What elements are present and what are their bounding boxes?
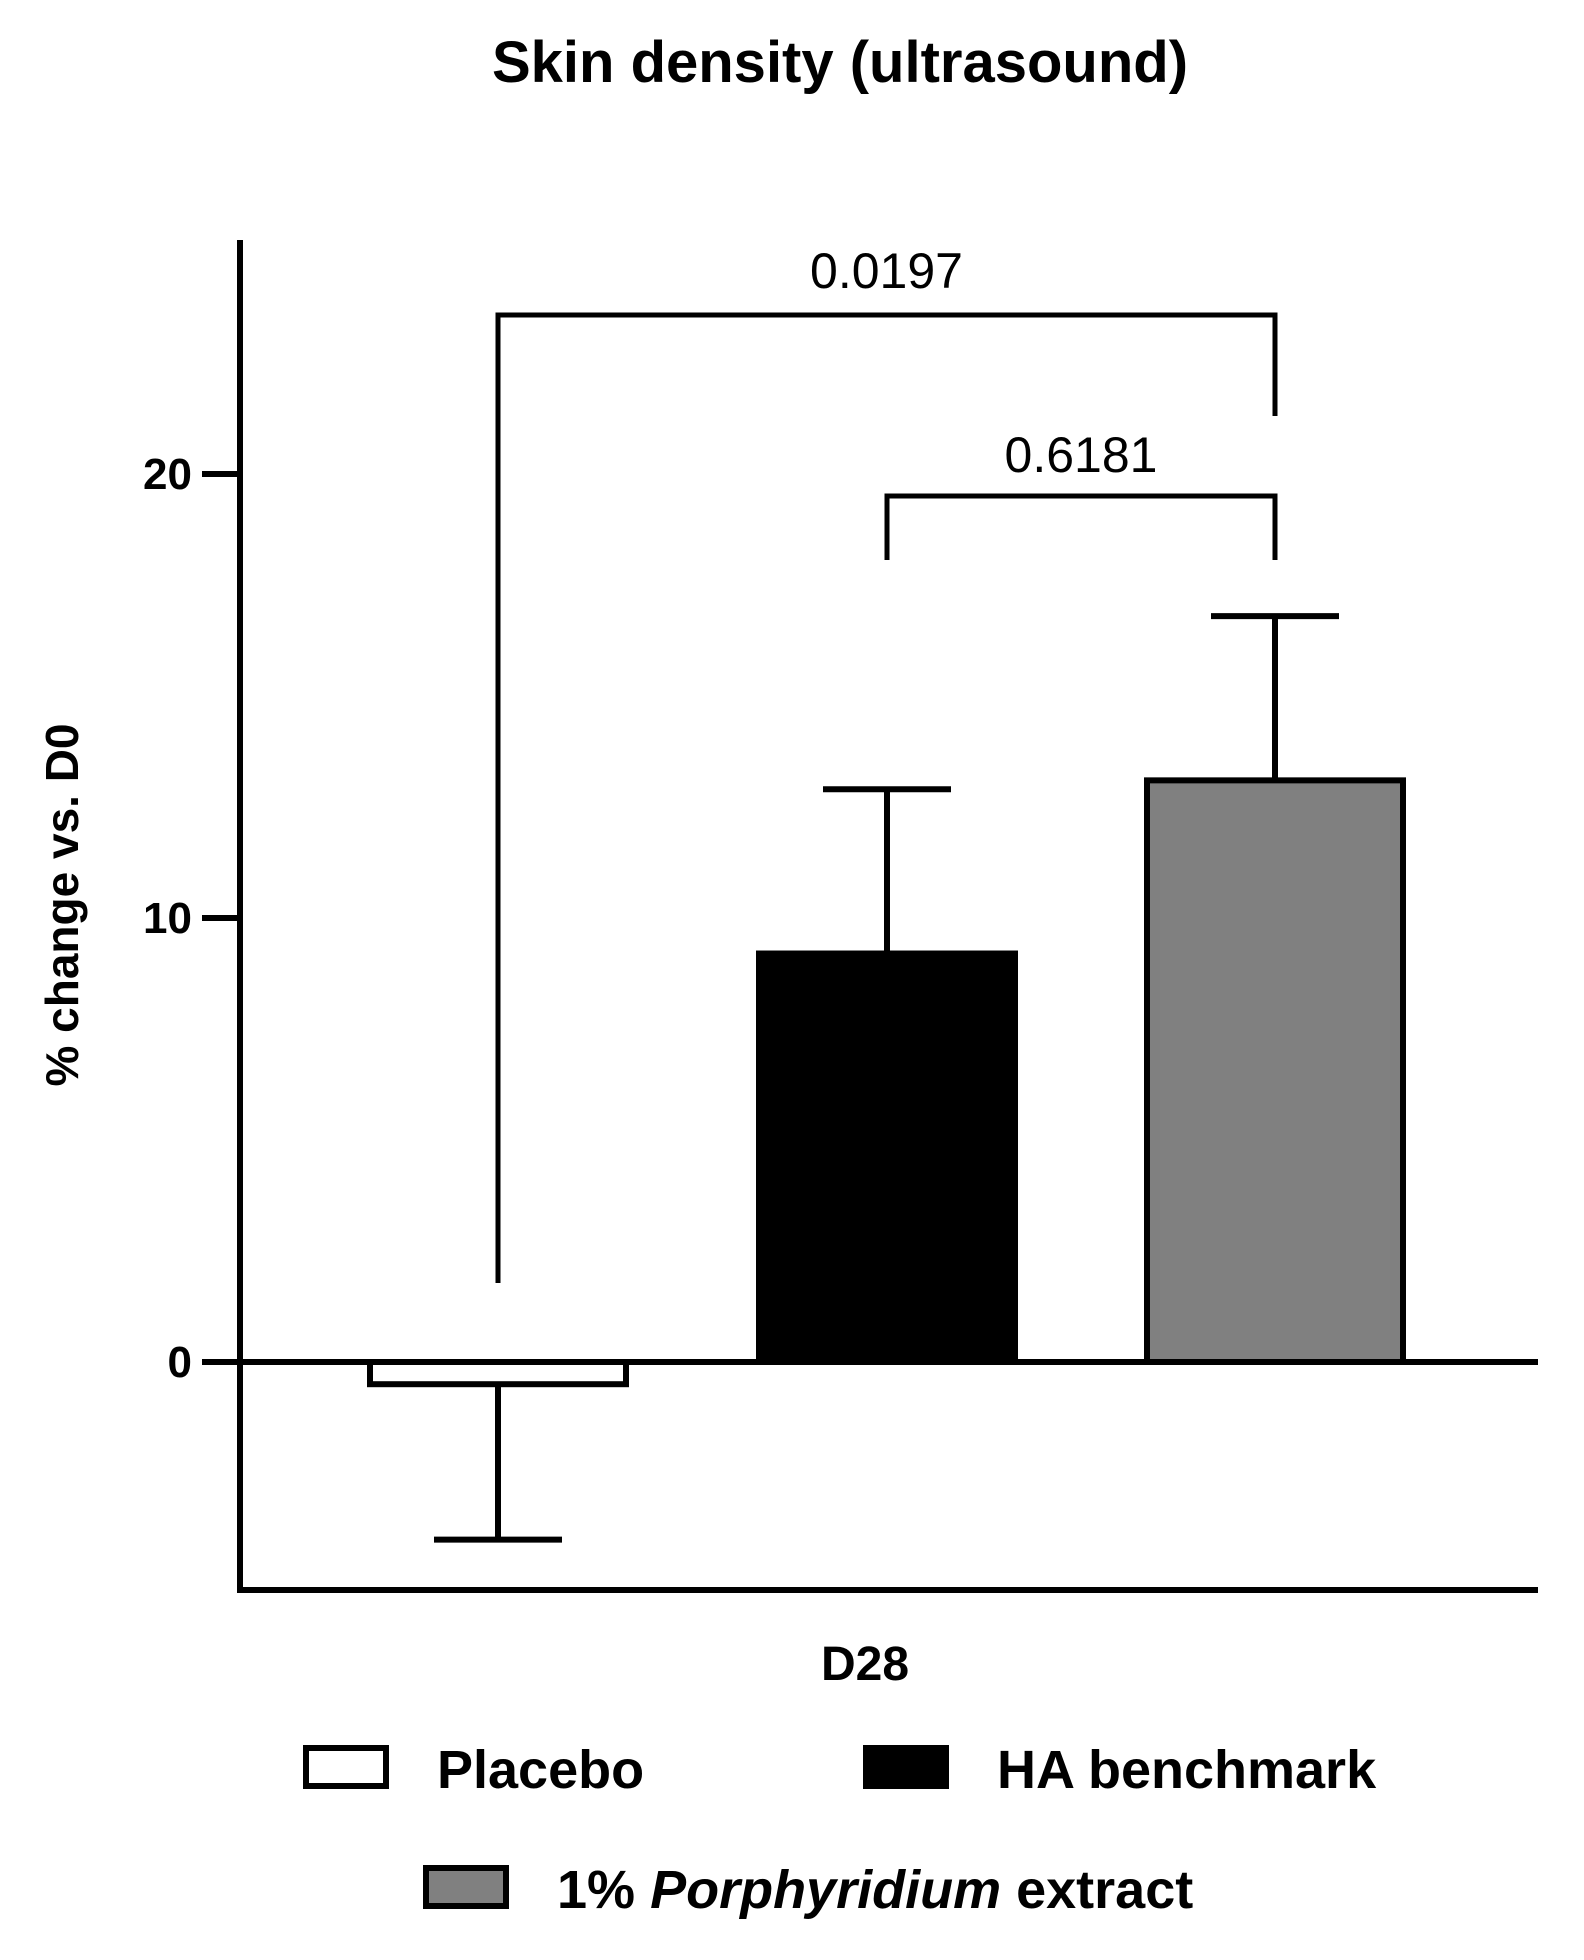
x-category-label: D28 bbox=[821, 1638, 909, 1691]
y-tick-label: 0 bbox=[168, 1338, 192, 1387]
bar-3 bbox=[1144, 777, 1406, 1365]
legend-label-3: 1% Porphyridium extract bbox=[557, 1860, 1193, 1920]
legend: Placebo HA benchmark 1% Porphyridium extra… bbox=[303, 1740, 1377, 1920]
p-value-label-1: 0.0197 bbox=[810, 243, 963, 299]
legend-swatch-3 bbox=[423, 1865, 509, 1909]
legend-swatch-1 bbox=[303, 1745, 389, 1789]
bar-1 bbox=[367, 1359, 629, 1388]
p-value-label-2: 0.6181 bbox=[1005, 427, 1158, 483]
y-tick-label: 20 bbox=[143, 450, 192, 499]
legend-label-2: HA benchmark bbox=[997, 1740, 1377, 1800]
y-axis-label: % change vs. D0 bbox=[36, 723, 88, 1086]
bar-2 bbox=[756, 950, 1018, 1366]
plot-area: 0 10 20 0.0197 0.6181 D28 bbox=[143, 240, 1538, 1691]
y-axis-label-group: % change vs. D0 bbox=[36, 723, 88, 1086]
significance-bracket-1 bbox=[495, 312, 1278, 1283]
significance-bracket-2 bbox=[884, 493, 1278, 560]
chart-title: Skin density (ultrasound) bbox=[492, 30, 1188, 95]
y-tick-label: 10 bbox=[143, 894, 192, 943]
legend-label-1: Placebo bbox=[437, 1740, 644, 1800]
legend-swatch-2 bbox=[863, 1745, 949, 1789]
